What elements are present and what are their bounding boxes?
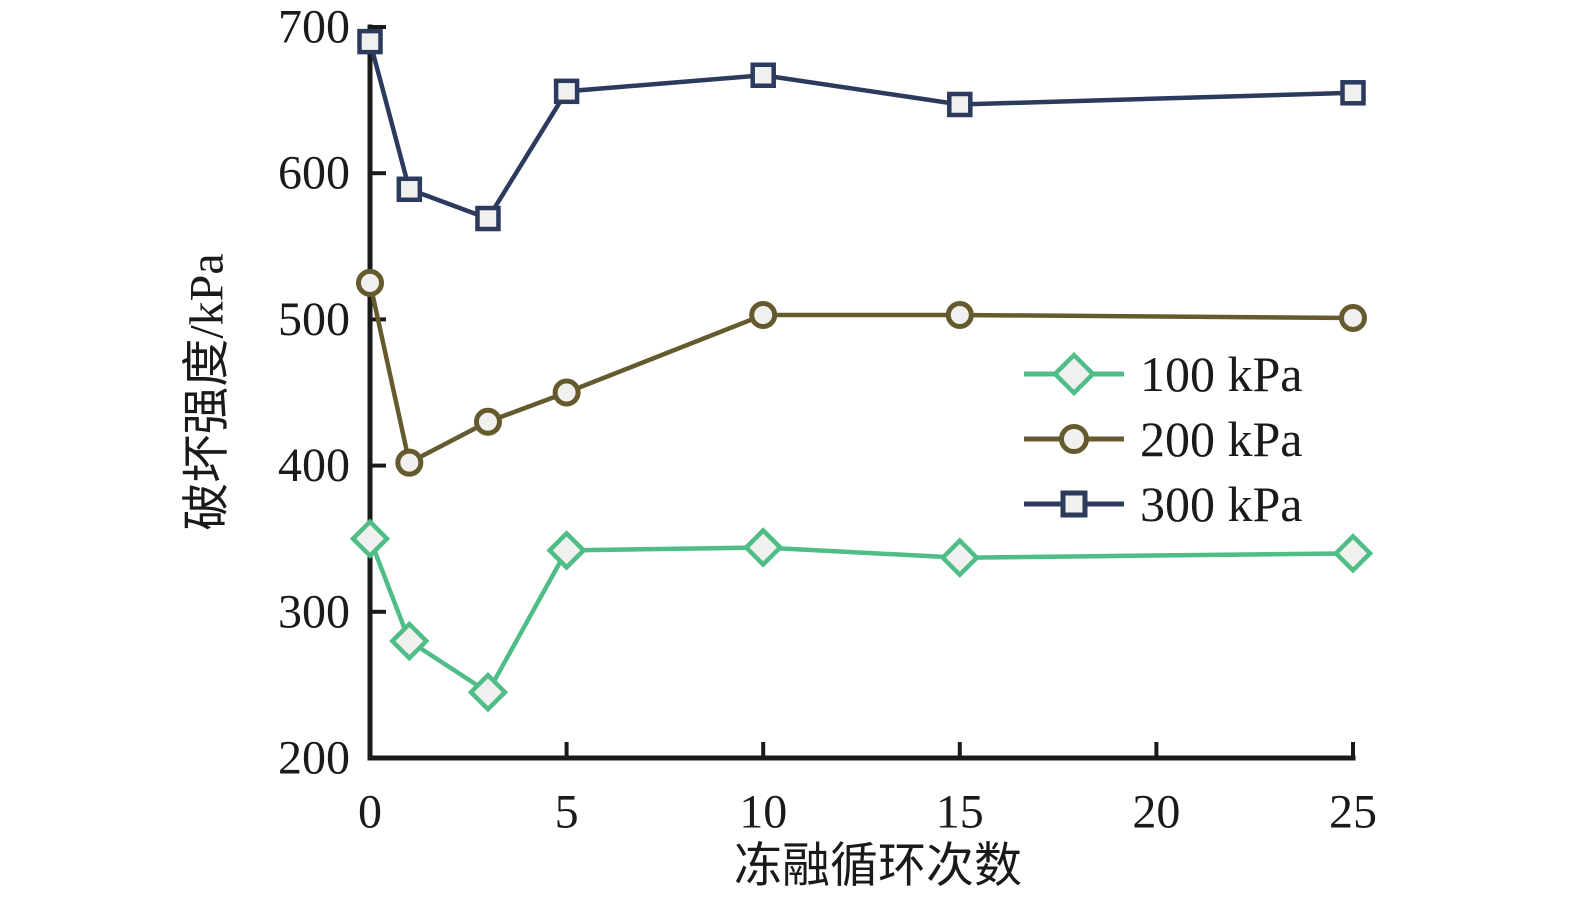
square-marker bbox=[475, 205, 501, 232]
square-marker bbox=[750, 62, 776, 88]
circle-marker-icon bbox=[1024, 424, 1124, 454]
legend-item-100kpa: 100 kPa bbox=[1022, 348, 1303, 400]
x-tick-label: 0 bbox=[358, 786, 382, 839]
square-marker bbox=[357, 28, 383, 55]
square-marker bbox=[1340, 80, 1366, 106]
y-tick-label: 200 bbox=[278, 732, 350, 785]
circle-marker bbox=[749, 301, 778, 330]
x-tick-label: 15 bbox=[936, 786, 984, 839]
diamond-marker bbox=[939, 537, 980, 578]
diamond-marker-icon bbox=[1024, 351, 1124, 397]
series-line-diamond bbox=[367, 537, 1354, 696]
diamond-marker bbox=[389, 620, 430, 662]
legend-label-300kpa: 300 kPa bbox=[1140, 476, 1303, 532]
legend: 100 kPa 200 kPa 300 kPa bbox=[1022, 348, 1303, 530]
circle-marker bbox=[395, 448, 424, 477]
y-axis-title: 破坏强度/kPa bbox=[181, 253, 234, 530]
circle-marker bbox=[473, 407, 502, 436]
diamond-marker bbox=[1332, 533, 1374, 574]
legend-label-100kpa: 100 kPa bbox=[1140, 346, 1303, 402]
legend-item-300kpa: 300 kPa bbox=[1022, 478, 1303, 530]
square-marker bbox=[553, 78, 580, 105]
square-marker bbox=[947, 91, 973, 118]
square-marker bbox=[396, 176, 423, 203]
x-tick-label: 20 bbox=[1132, 786, 1180, 839]
y-tick-label: 400 bbox=[278, 439, 350, 492]
y-tick-label: 600 bbox=[278, 147, 350, 200]
axes-and-series: 200 300 400 500 600 700 0 5 10 15 20 25 bbox=[278, 1, 1377, 839]
series-line-square bbox=[367, 41, 1354, 222]
circle-marker bbox=[356, 268, 384, 297]
y-tick-label: 500 bbox=[278, 293, 350, 346]
diamond-marker bbox=[546, 530, 587, 571]
square-marker-icon bbox=[1024, 490, 1124, 518]
circle-marker bbox=[945, 301, 974, 330]
x-tick-label: 25 bbox=[1329, 786, 1377, 839]
diamond-marker bbox=[467, 672, 509, 713]
circle-marker bbox=[1339, 303, 1367, 332]
y-tick-label: 700 bbox=[278, 1, 350, 54]
x-tick-label: 10 bbox=[739, 786, 787, 839]
x-axis-title: 冻融循环次数 bbox=[734, 840, 1022, 893]
diamond-marker bbox=[743, 527, 784, 568]
diamond-marker bbox=[349, 518, 391, 559]
circle-marker bbox=[552, 378, 581, 407]
x-tick-label: 5 bbox=[555, 786, 579, 839]
legend-item-200kpa: 200 kPa bbox=[1022, 413, 1303, 465]
y-tick-label: 300 bbox=[278, 585, 350, 638]
legend-label-200kpa: 200 kPa bbox=[1140, 411, 1303, 467]
